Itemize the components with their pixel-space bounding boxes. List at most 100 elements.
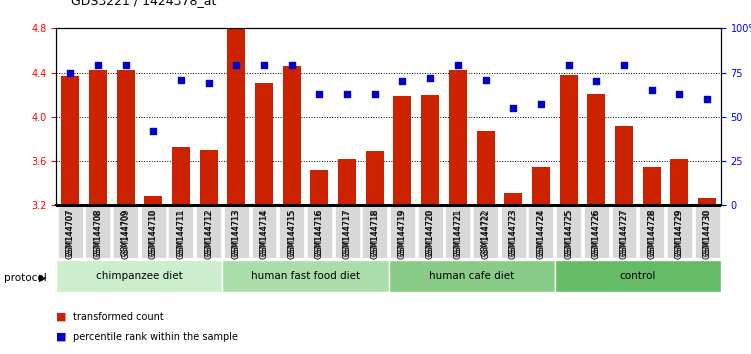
Text: GSM144726: GSM144726 [592, 210, 601, 256]
Point [507, 105, 519, 111]
Bar [61, 76, 79, 205]
Text: GSM144728: GSM144728 [647, 210, 656, 256]
FancyBboxPatch shape [86, 205, 110, 258]
Point [452, 63, 464, 68]
Text: GSM144713: GSM144713 [232, 210, 241, 256]
Point [147, 128, 159, 134]
Text: GSM144724: GSM144724 [536, 210, 545, 256]
Text: GSM144727: GSM144727 [620, 208, 629, 259]
Text: percentile rank within the sample: percentile rank within the sample [73, 332, 238, 342]
Bar [587, 93, 605, 205]
Bar [366, 151, 384, 205]
FancyBboxPatch shape [168, 205, 194, 258]
Point [535, 102, 547, 107]
Point [285, 63, 297, 68]
FancyBboxPatch shape [279, 205, 304, 258]
Bar [255, 82, 273, 205]
FancyBboxPatch shape [140, 205, 166, 258]
Bar [615, 126, 633, 205]
Text: GSM144719: GSM144719 [398, 210, 407, 256]
FancyBboxPatch shape [113, 205, 138, 258]
Text: GSM144708: GSM144708 [93, 208, 102, 259]
Text: GSM144707: GSM144707 [65, 208, 74, 259]
Text: transformed count: transformed count [73, 312, 164, 322]
Text: GSM144726: GSM144726 [592, 208, 601, 259]
Bar [532, 167, 550, 205]
Text: GSM144711: GSM144711 [176, 210, 185, 256]
Point [175, 77, 187, 82]
Text: GSM144713: GSM144713 [232, 208, 241, 259]
Point [231, 63, 243, 68]
FancyBboxPatch shape [555, 260, 721, 292]
Text: GSM144710: GSM144710 [149, 210, 158, 256]
Text: GSM144718: GSM144718 [370, 210, 379, 256]
FancyBboxPatch shape [389, 260, 555, 292]
FancyBboxPatch shape [362, 205, 388, 258]
Point [646, 87, 658, 93]
FancyBboxPatch shape [695, 205, 719, 258]
Text: GSM144730: GSM144730 [703, 208, 712, 259]
Text: GSM144709: GSM144709 [121, 210, 130, 256]
Text: GSM144708: GSM144708 [93, 210, 102, 256]
Text: GSM144721: GSM144721 [454, 210, 463, 256]
Point [618, 63, 630, 68]
FancyBboxPatch shape [307, 205, 332, 258]
Text: GSM144722: GSM144722 [481, 208, 490, 259]
FancyBboxPatch shape [529, 205, 553, 258]
Text: GSM144720: GSM144720 [426, 208, 435, 259]
Bar [144, 196, 162, 205]
Text: GSM144720: GSM144720 [426, 210, 435, 256]
Point [397, 79, 409, 84]
Text: GSM144728: GSM144728 [647, 208, 656, 259]
Text: GSM144723: GSM144723 [508, 208, 517, 259]
Text: GSM144715: GSM144715 [287, 208, 296, 259]
Text: GSM144711: GSM144711 [176, 208, 185, 259]
Text: GSM144712: GSM144712 [204, 210, 213, 256]
Bar [504, 193, 522, 205]
FancyBboxPatch shape [445, 205, 470, 258]
Bar [228, 29, 246, 205]
Bar [698, 198, 716, 205]
Point [590, 79, 602, 84]
FancyBboxPatch shape [501, 205, 526, 258]
FancyBboxPatch shape [667, 205, 692, 258]
Text: GSM144710: GSM144710 [149, 208, 158, 259]
Bar [477, 131, 495, 205]
Point [701, 96, 713, 102]
Text: GSM144729: GSM144729 [675, 208, 684, 259]
Bar [559, 75, 578, 205]
Point [119, 63, 131, 68]
FancyBboxPatch shape [390, 205, 415, 258]
Text: ■: ■ [56, 332, 67, 342]
Bar [89, 70, 107, 205]
Point [674, 91, 686, 97]
Text: GSM144715: GSM144715 [287, 210, 296, 256]
Point [480, 77, 492, 82]
FancyBboxPatch shape [335, 205, 360, 258]
Text: GSM144724: GSM144724 [536, 208, 545, 259]
Text: GSM144719: GSM144719 [398, 208, 407, 259]
Bar [421, 95, 439, 205]
Text: control: control [620, 271, 656, 281]
Text: ▶: ▶ [39, 273, 47, 283]
Text: GSM144730: GSM144730 [703, 210, 712, 256]
Point [258, 63, 270, 68]
FancyBboxPatch shape [418, 205, 442, 258]
Point [562, 63, 575, 68]
FancyBboxPatch shape [222, 260, 389, 292]
FancyBboxPatch shape [252, 205, 276, 258]
Bar [310, 170, 328, 205]
FancyBboxPatch shape [584, 205, 609, 258]
Point [203, 80, 215, 86]
FancyBboxPatch shape [556, 205, 581, 258]
FancyBboxPatch shape [639, 205, 664, 258]
Point [64, 70, 76, 75]
Text: GSM144729: GSM144729 [675, 210, 684, 256]
Bar [200, 150, 218, 205]
Text: GSM144716: GSM144716 [315, 208, 324, 259]
Text: GSM144714: GSM144714 [260, 208, 269, 259]
Bar [282, 66, 300, 205]
Text: GSM144721: GSM144721 [454, 208, 463, 259]
FancyBboxPatch shape [224, 205, 249, 258]
Text: GSM144727: GSM144727 [620, 210, 629, 256]
